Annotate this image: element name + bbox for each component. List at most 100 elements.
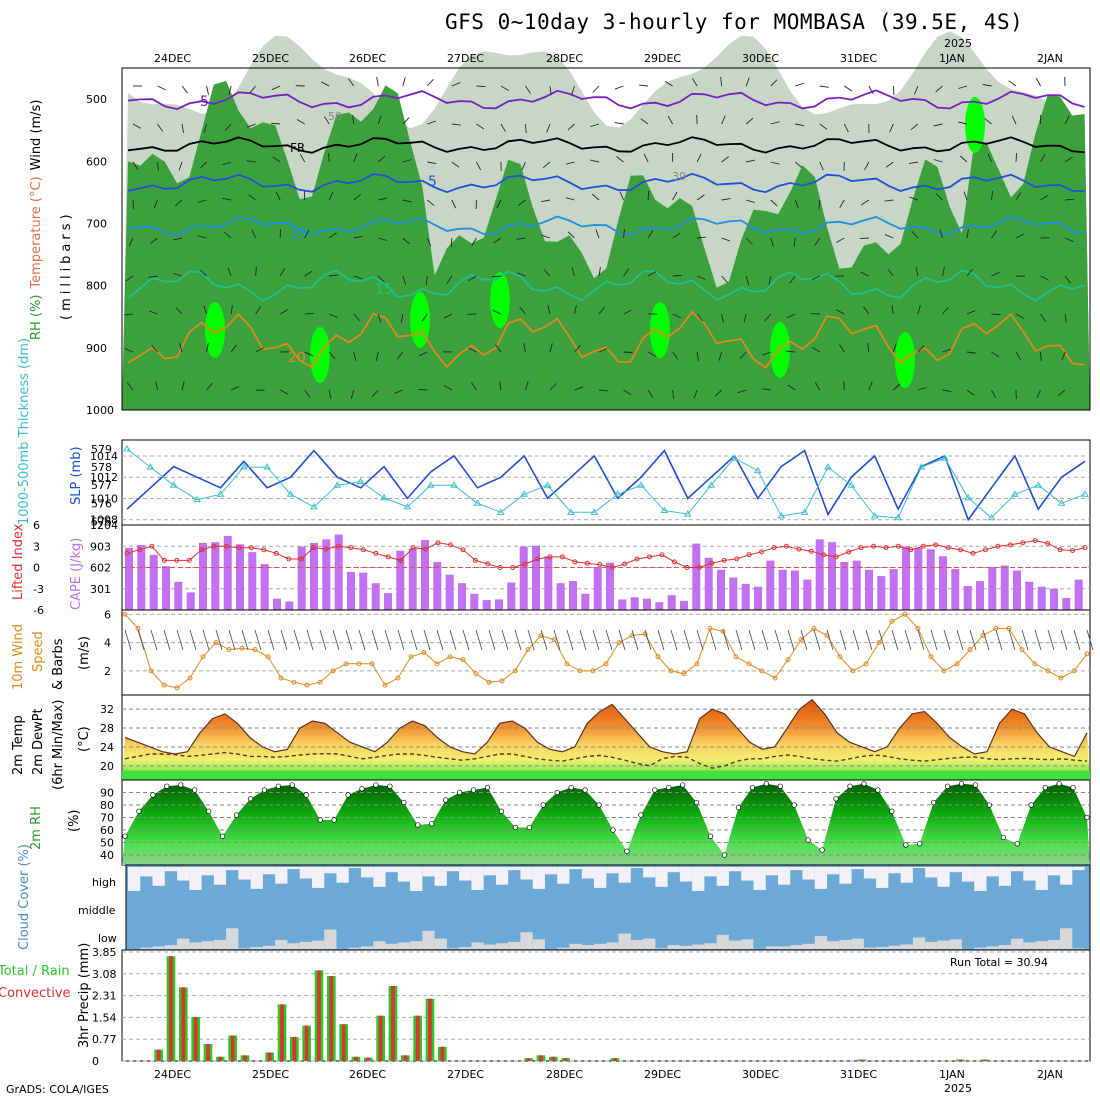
li-marker xyxy=(385,554,391,560)
cloud-low-block xyxy=(618,933,631,949)
precip-conv-bar xyxy=(539,1055,543,1061)
wind-barb xyxy=(696,351,699,361)
wind-barb xyxy=(991,351,1000,358)
cape-bar xyxy=(186,592,195,610)
cloud-low-block xyxy=(483,944,496,949)
wind-barb xyxy=(762,351,771,356)
li-marker xyxy=(908,547,914,553)
cloud-low-block xyxy=(692,944,705,949)
wind-barb xyxy=(178,161,183,171)
wind-barb xyxy=(794,161,803,169)
wind-barb xyxy=(1015,233,1025,239)
date-label-top: 2JAN xyxy=(1037,52,1063,65)
rh-marker xyxy=(415,822,421,828)
wind-barb xyxy=(991,271,1000,277)
wind-barb xyxy=(814,381,821,391)
wind-barb-10m xyxy=(384,629,392,651)
cloud-low-block xyxy=(949,939,962,949)
cloud-high-block xyxy=(704,867,717,877)
cape-bar xyxy=(149,554,158,610)
thickness-marker xyxy=(310,502,318,510)
wind-axis-label3: & Barbs xyxy=(51,638,66,690)
wind-barb xyxy=(175,199,183,207)
wind-barb xyxy=(224,123,232,131)
cape-bar xyxy=(408,548,417,610)
cape-tick: 602 xyxy=(90,562,111,575)
rh-marker xyxy=(582,787,588,793)
cloud-high-block xyxy=(311,867,325,888)
cape-bar xyxy=(482,600,491,610)
wind-barb-10m xyxy=(488,629,496,651)
cape-bar xyxy=(174,581,183,610)
wind-barb xyxy=(353,193,361,201)
wind-barb xyxy=(427,120,436,125)
date-label-top: 31DEC xyxy=(840,52,877,65)
wind-barb-10m xyxy=(215,629,223,651)
cape-bar xyxy=(322,539,331,610)
rh-tick: 80 xyxy=(100,799,114,812)
li-marker xyxy=(535,556,541,562)
wind-barb xyxy=(915,267,919,277)
thickness-marker xyxy=(169,481,178,488)
wind-unit: (m/s) xyxy=(77,636,92,670)
wind-barb xyxy=(595,229,600,239)
wind-barb-10m xyxy=(501,629,509,651)
wind-barb xyxy=(811,347,821,353)
wind-barb-10m xyxy=(579,629,587,651)
date-label-top: 1JAN xyxy=(939,52,965,65)
thickness-marker xyxy=(917,463,926,470)
thickness-marker xyxy=(356,477,365,485)
wind-barb xyxy=(328,152,330,163)
wind-barb xyxy=(547,305,551,315)
wind-speed-marker xyxy=(642,631,648,637)
wind-barb xyxy=(941,267,945,277)
thickness-marker xyxy=(403,502,412,510)
wind-barb xyxy=(541,234,551,239)
li-marker xyxy=(1020,540,1026,546)
wind-barb-10m xyxy=(1060,629,1068,651)
pressure-tick-label: 800 xyxy=(86,280,107,293)
cloud-high-block xyxy=(287,867,300,870)
wind-barb xyxy=(867,343,870,353)
wind-barb xyxy=(887,268,894,277)
thickness-tick: 576 xyxy=(91,497,112,510)
cloud-high-block xyxy=(974,867,987,891)
wind-barb xyxy=(859,237,869,240)
wind-barb xyxy=(549,383,557,391)
rh-marker xyxy=(721,852,728,858)
wind-barb xyxy=(199,269,207,277)
wind-speed-marker xyxy=(603,661,609,667)
li-marker xyxy=(1082,545,1088,551)
cloud-high-block xyxy=(655,867,668,887)
cloud-low-block xyxy=(667,945,680,949)
wind-barb-10m xyxy=(280,629,288,651)
wind-barb xyxy=(1064,156,1073,163)
thickness-marker xyxy=(613,490,622,497)
cloud-low-block xyxy=(275,939,288,949)
thickness-tick: 578 xyxy=(91,461,112,474)
rh-marker xyxy=(972,782,979,788)
cloud-high-block xyxy=(385,867,398,873)
wind-barb xyxy=(197,235,207,239)
wind-barb xyxy=(371,389,379,397)
cloud-low-block xyxy=(287,943,300,949)
cloud-high-block xyxy=(961,867,975,882)
wind-barb xyxy=(672,232,681,239)
date-label-top: 29DEC xyxy=(644,52,681,65)
temp-tick: 32 xyxy=(100,703,114,716)
li-axis-label: Lifted Index xyxy=(11,523,26,600)
cape-bar xyxy=(704,557,713,610)
cloud-low-block xyxy=(1035,941,1048,949)
rh-marker xyxy=(387,783,393,789)
wind-barb xyxy=(1064,275,1071,284)
cloud-high-block xyxy=(741,867,754,881)
wind-speed-marker xyxy=(733,654,739,660)
wind-barb xyxy=(521,161,526,171)
wind-barb xyxy=(793,237,796,247)
cloud-low-block xyxy=(508,941,521,949)
wind-barb xyxy=(222,197,232,201)
wind-barb-10m xyxy=(410,629,418,651)
contour-label: 5 xyxy=(428,174,437,190)
temp-contour-20 xyxy=(127,310,1085,370)
wind-speed-marker xyxy=(356,661,362,667)
